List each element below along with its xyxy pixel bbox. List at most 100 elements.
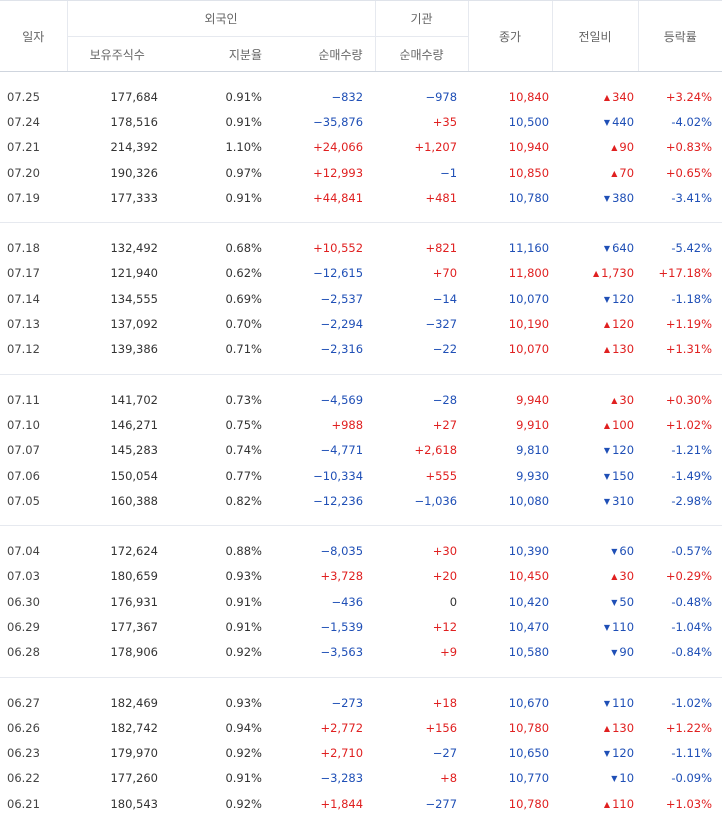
table-row: 06.27 182,469 0.93% −273 +18 10,670 ▼ 110 -1.02% (0, 690, 722, 715)
cell-change: ▲ 1,730 (552, 261, 638, 286)
cell-holdings: 172,624 (110, 544, 158, 559)
triangle-down-icon: ▼ (611, 648, 618, 658)
cell-rate: +1.22% (665, 720, 713, 735)
cell-holdings: 145,283 (110, 443, 158, 458)
triangle-down-icon: ▼ (603, 471, 611, 481)
table-body: 07.25 177,684 0.91% −832 −978 10,840 ▲ 340 +3.24… (0, 72, 722, 817)
cell-inst-net: +70 (432, 266, 458, 281)
cell-foreign-net: −273 (331, 695, 364, 710)
table-row: 06.21 180,543 0.92% +1,844 −277 10,780 ▲ 110 +1.… (0, 791, 722, 816)
triangle-down-icon: ▼ (603, 117, 611, 127)
cell-holdings: 177,260 (110, 771, 158, 786)
change-value: 150 (612, 468, 635, 483)
cell-ratio: 0.71% (225, 342, 262, 357)
cell-close: 10,070 (508, 291, 550, 306)
cell-inst-net: +555 (425, 468, 458, 483)
cell-holdings: 182,469 (110, 695, 158, 710)
cell-change: ▲ 90 (552, 135, 638, 160)
cell-rate: +1.02% (665, 417, 713, 432)
cell-date: 07.13 (7, 317, 40, 332)
triangle-up-icon: ▲ (611, 168, 618, 178)
cell-foreign-net: −2,537 (320, 291, 364, 306)
cell-close: 10,190 (508, 317, 550, 332)
cell-holdings: 177,367 (110, 619, 158, 634)
cell-date: 06.22 (7, 771, 40, 786)
table-row: 07.14 134,555 0.69% −2,537 −14 10,070 ▼ 120 -1.1… (0, 286, 722, 311)
cell-date: 07.06 (7, 468, 40, 483)
triangle-up-icon: ▲ (603, 420, 611, 430)
change-value: 110 (612, 695, 635, 710)
cell-foreign-net: +1,844 (320, 796, 364, 811)
cell-holdings: 139,386 (110, 342, 158, 357)
change-value: 10 (619, 771, 635, 786)
table-row: 07.21 214,392 1.10% +24,066 +1,207 10,940 ▲ 90 +… (0, 135, 722, 160)
group-spacer (0, 210, 722, 223)
triangle-down-icon: ▼ (603, 446, 611, 456)
cell-ratio: 0.88% (225, 544, 262, 559)
table-row: 07.03 180,659 0.93% +3,728 +20 10,450 ▲ 30 +0.29… (0, 564, 722, 589)
cell-ratio: 0.93% (225, 695, 262, 710)
cell-close: 10,650 (508, 746, 550, 761)
cell-date: 07.14 (7, 291, 40, 306)
cell-foreign-net: −4,569 (320, 392, 364, 407)
cell-change: ▼ 60 (552, 538, 638, 563)
cell-change: ▲ 110 (552, 791, 638, 816)
cell-holdings: 141,702 (110, 392, 158, 407)
cell-date: 07.03 (7, 569, 40, 584)
cell-date: 07.07 (7, 443, 40, 458)
cell-holdings: 214,392 (110, 140, 158, 155)
table-row: 07.05 160,388 0.82% −12,236 −1,036 10,080 ▼ 310… (0, 488, 722, 513)
cell-close: 10,420 (508, 594, 550, 609)
cell-change: ▼ 50 (552, 589, 638, 614)
cell-close: 10,850 (508, 165, 550, 180)
cell-foreign-net: −4,771 (320, 443, 364, 458)
change-value: 100 (612, 417, 635, 432)
cell-ratio: 0.92% (225, 746, 262, 761)
group-divider (0, 677, 722, 678)
cell-rate: +3.24% (665, 89, 713, 104)
cell-holdings: 182,742 (110, 720, 158, 735)
table-row: 07.13 137,092 0.70% −2,294 −327 10,190 ▲ 120 +1.… (0, 311, 722, 336)
cell-close: 10,780 (508, 720, 550, 735)
cell-close: 10,580 (508, 645, 550, 660)
change-value: 1,730 (601, 266, 635, 281)
cell-ratio: 0.91% (225, 594, 262, 609)
header-foreign-net: 순매수량 (270, 36, 376, 72)
cell-foreign-net: −436 (331, 594, 364, 609)
cell-rate: -4.02% (671, 114, 713, 129)
cell-holdings: 177,333 (110, 190, 158, 205)
table-row: 07.17 121,940 0.62% −12,615 +70 11,800 ▲ 1,730 +… (0, 261, 722, 286)
cell-date: 07.24 (7, 114, 40, 129)
cell-rate: -1.04% (671, 619, 713, 634)
cell-inst-net: +30 (432, 544, 458, 559)
cell-ratio: 0.92% (225, 796, 262, 811)
cell-ratio: 0.75% (225, 417, 262, 432)
change-value: 130 (612, 720, 635, 735)
change-value: 440 (612, 114, 635, 129)
cell-change: ▼ 120 (552, 438, 638, 463)
change-value: 130 (612, 342, 635, 357)
cell-holdings: 179,970 (110, 746, 158, 761)
cell-holdings: 150,054 (110, 468, 158, 483)
header-close: 종가 (467, 0, 553, 72)
cell-holdings: 137,092 (110, 317, 158, 332)
cell-ratio: 0.68% (225, 241, 262, 256)
cell-change: ▲ 120 (552, 311, 638, 336)
group-divider (0, 374, 722, 375)
cell-close: 10,780 (508, 796, 550, 811)
cell-rate: +0.29% (665, 569, 713, 584)
cell-close: 9,930 (516, 468, 550, 483)
cell-date: 07.12 (7, 342, 40, 357)
cell-change: ▼ 120 (552, 286, 638, 311)
cell-date: 07.11 (7, 392, 40, 407)
change-value: 30 (619, 569, 635, 584)
cell-holdings: 134,555 (110, 291, 158, 306)
cell-close: 9,810 (516, 443, 550, 458)
cell-rate: -0.57% (671, 544, 713, 559)
cell-date: 06.26 (7, 720, 40, 735)
change-value: 310 (612, 493, 635, 508)
change-value: 90 (619, 140, 635, 155)
cell-date: 07.20 (7, 165, 40, 180)
header-change: 전일비 (551, 0, 639, 72)
change-value: 120 (612, 291, 635, 306)
